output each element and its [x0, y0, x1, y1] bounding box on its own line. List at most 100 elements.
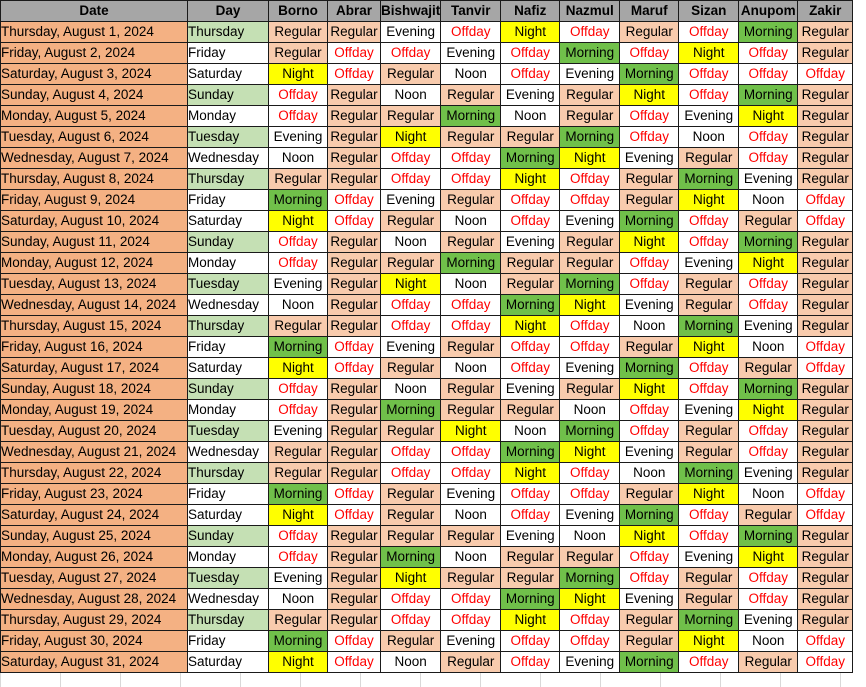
- day-cell[interactable]: Monday: [187, 105, 269, 127]
- shift-cell-zakir[interactable]: Regular: [797, 84, 854, 106]
- shift-cell-sizan[interactable]: Offday: [678, 357, 740, 379]
- shift-cell-nazmul[interactable]: Offday: [559, 462, 621, 484]
- date-cell[interactable]: Friday, August 30, 2024: [0, 630, 188, 652]
- shift-cell-sizan[interactable]: Regular: [678, 294, 740, 316]
- shift-cell-nazmul[interactable]: Morning: [559, 126, 621, 148]
- shift-cell-abrar[interactable]: Regular: [327, 105, 381, 127]
- shift-cell-maruf[interactable]: Evening: [619, 588, 680, 610]
- shift-cell-nazmul[interactable]: Regular: [559, 231, 621, 253]
- shift-cell-zakir[interactable]: Offday: [797, 357, 854, 379]
- day-cell[interactable]: Sunday: [187, 84, 269, 106]
- shift-cell-anupom[interactable]: Evening: [738, 315, 799, 337]
- shift-cell-borno[interactable]: Offday: [268, 399, 328, 421]
- shift-cell-nafiz[interactable]: Offday: [500, 630, 561, 652]
- shift-cell-maruf[interactable]: Offday: [619, 126, 680, 148]
- date-cell[interactable]: Saturday, August 3, 2024: [0, 63, 188, 85]
- shift-cell-zakir[interactable]: Regular: [797, 567, 854, 589]
- date-cell[interactable]: Wednesday, August 28, 2024: [0, 588, 188, 610]
- shift-cell-abrar[interactable]: Offday: [327, 357, 381, 379]
- column-header-sizan[interactable]: Sizan: [678, 0, 740, 22]
- shift-cell-zakir[interactable]: Regular: [797, 42, 854, 64]
- shift-cell-tanvir[interactable]: Regular: [440, 525, 502, 547]
- date-cell[interactable]: Friday, August 9, 2024: [0, 189, 188, 211]
- shift-cell-nafiz[interactable]: Offday: [500, 42, 561, 64]
- shift-cell-abrar[interactable]: Regular: [327, 252, 381, 274]
- shift-cell-sizan[interactable]: Night: [678, 42, 740, 64]
- shift-cell-nazmul[interactable]: Noon: [559, 399, 621, 421]
- date-cell[interactable]: Wednesday, August 14, 2024: [0, 294, 188, 316]
- date-cell[interactable]: Thursday, August 15, 2024: [0, 315, 188, 337]
- shift-cell-bishwajit[interactable]: Evening: [379, 189, 442, 211]
- shift-cell-bishwajit[interactable]: Noon: [379, 651, 442, 673]
- shift-cell-zakir[interactable]: Regular: [797, 546, 854, 568]
- shift-cell-maruf[interactable]: Night: [619, 84, 680, 106]
- day-cell[interactable]: Thursday: [187, 315, 269, 337]
- shift-cell-borno[interactable]: Regular: [268, 462, 328, 484]
- shift-cell-borno[interactable]: Evening: [268, 273, 328, 295]
- shift-cell-anupom[interactable]: Night: [738, 399, 799, 421]
- shift-cell-anupom[interactable]: Morning: [738, 525, 799, 547]
- shift-cell-nazmul[interactable]: Evening: [559, 210, 621, 232]
- shift-cell-abrar[interactable]: Regular: [327, 231, 381, 253]
- shift-cell-nafiz[interactable]: Night: [500, 21, 561, 43]
- shift-cell-abrar[interactable]: Regular: [327, 462, 381, 484]
- shift-cell-bishwajit[interactable]: Regular: [379, 105, 442, 127]
- shift-cell-anupom[interactable]: Offday: [738, 147, 799, 169]
- shift-cell-sizan[interactable]: Offday: [678, 210, 740, 232]
- shift-cell-anupom[interactable]: Regular: [738, 357, 799, 379]
- date-cell[interactable]: Sunday, August 18, 2024: [0, 378, 188, 400]
- shift-cell-nafiz[interactable]: Evening: [500, 231, 561, 253]
- shift-cell-sizan[interactable]: Offday: [678, 84, 740, 106]
- shift-cell-maruf[interactable]: Night: [619, 378, 680, 400]
- date-cell[interactable]: Tuesday, August 13, 2024: [0, 273, 188, 295]
- shift-cell-tanvir[interactable]: Regular: [440, 399, 502, 421]
- shift-cell-zakir[interactable]: Offday: [797, 630, 854, 652]
- shift-cell-nazmul[interactable]: Offday: [559, 168, 621, 190]
- date-cell[interactable]: Friday, August 2, 2024: [0, 42, 188, 64]
- shift-cell-borno[interactable]: Regular: [268, 168, 328, 190]
- shift-cell-nafiz[interactable]: Morning: [500, 294, 561, 316]
- shift-cell-sizan[interactable]: Offday: [678, 63, 740, 85]
- shift-cell-maruf[interactable]: Regular: [619, 630, 680, 652]
- shift-cell-zakir[interactable]: Offday: [797, 189, 854, 211]
- shift-cell-nafiz[interactable]: Offday: [500, 210, 561, 232]
- column-header-day[interactable]: Day: [187, 0, 269, 22]
- shift-cell-borno[interactable]: Offday: [268, 546, 328, 568]
- shift-cell-nafiz[interactable]: Regular: [500, 567, 561, 589]
- shift-cell-anupom[interactable]: Morning: [738, 21, 799, 43]
- shift-cell-sizan[interactable]: Evening: [678, 252, 740, 274]
- shift-cell-tanvir[interactable]: Noon: [440, 357, 502, 379]
- shift-cell-bishwajit[interactable]: Regular: [379, 63, 442, 85]
- day-cell[interactable]: Saturday: [187, 210, 269, 232]
- day-cell[interactable]: Tuesday: [187, 273, 269, 295]
- shift-cell-tanvir[interactable]: Offday: [440, 609, 502, 631]
- shift-cell-bishwajit[interactable]: Regular: [379, 630, 442, 652]
- day-cell[interactable]: Thursday: [187, 462, 269, 484]
- day-cell[interactable]: Sunday: [187, 231, 269, 253]
- shift-cell-sizan[interactable]: Offday: [678, 651, 740, 673]
- shift-cell-sizan[interactable]: Night: [678, 336, 740, 358]
- day-cell[interactable]: Tuesday: [187, 567, 269, 589]
- shift-cell-abrar[interactable]: Regular: [327, 441, 381, 463]
- shift-cell-nafiz[interactable]: Regular: [500, 252, 561, 274]
- shift-cell-sizan[interactable]: Offday: [678, 525, 740, 547]
- shift-cell-borno[interactable]: Evening: [268, 567, 328, 589]
- shift-cell-bishwajit[interactable]: Noon: [379, 231, 442, 253]
- shift-cell-anupom[interactable]: Offday: [738, 273, 799, 295]
- shift-cell-nazmul[interactable]: Night: [559, 294, 621, 316]
- shift-cell-anupom[interactable]: Evening: [738, 609, 799, 631]
- shift-cell-zakir[interactable]: Regular: [797, 168, 854, 190]
- date-cell[interactable]: Saturday, August 31, 2024: [0, 651, 188, 673]
- shift-cell-maruf[interactable]: Night: [619, 525, 680, 547]
- shift-cell-nafiz[interactable]: Offday: [500, 336, 561, 358]
- shift-cell-borno[interactable]: Regular: [268, 441, 328, 463]
- shift-cell-sizan[interactable]: Regular: [678, 420, 740, 442]
- date-cell[interactable]: Friday, August 23, 2024: [0, 483, 188, 505]
- date-cell[interactable]: Monday, August 5, 2024: [0, 105, 188, 127]
- shift-cell-nazmul[interactable]: Offday: [559, 630, 621, 652]
- shift-cell-zakir[interactable]: Regular: [797, 294, 854, 316]
- shift-cell-sizan[interactable]: Regular: [678, 273, 740, 295]
- shift-cell-borno[interactable]: Regular: [268, 42, 328, 64]
- shift-cell-borno[interactable]: Evening: [268, 420, 328, 442]
- date-cell[interactable]: Tuesday, August 20, 2024: [0, 420, 188, 442]
